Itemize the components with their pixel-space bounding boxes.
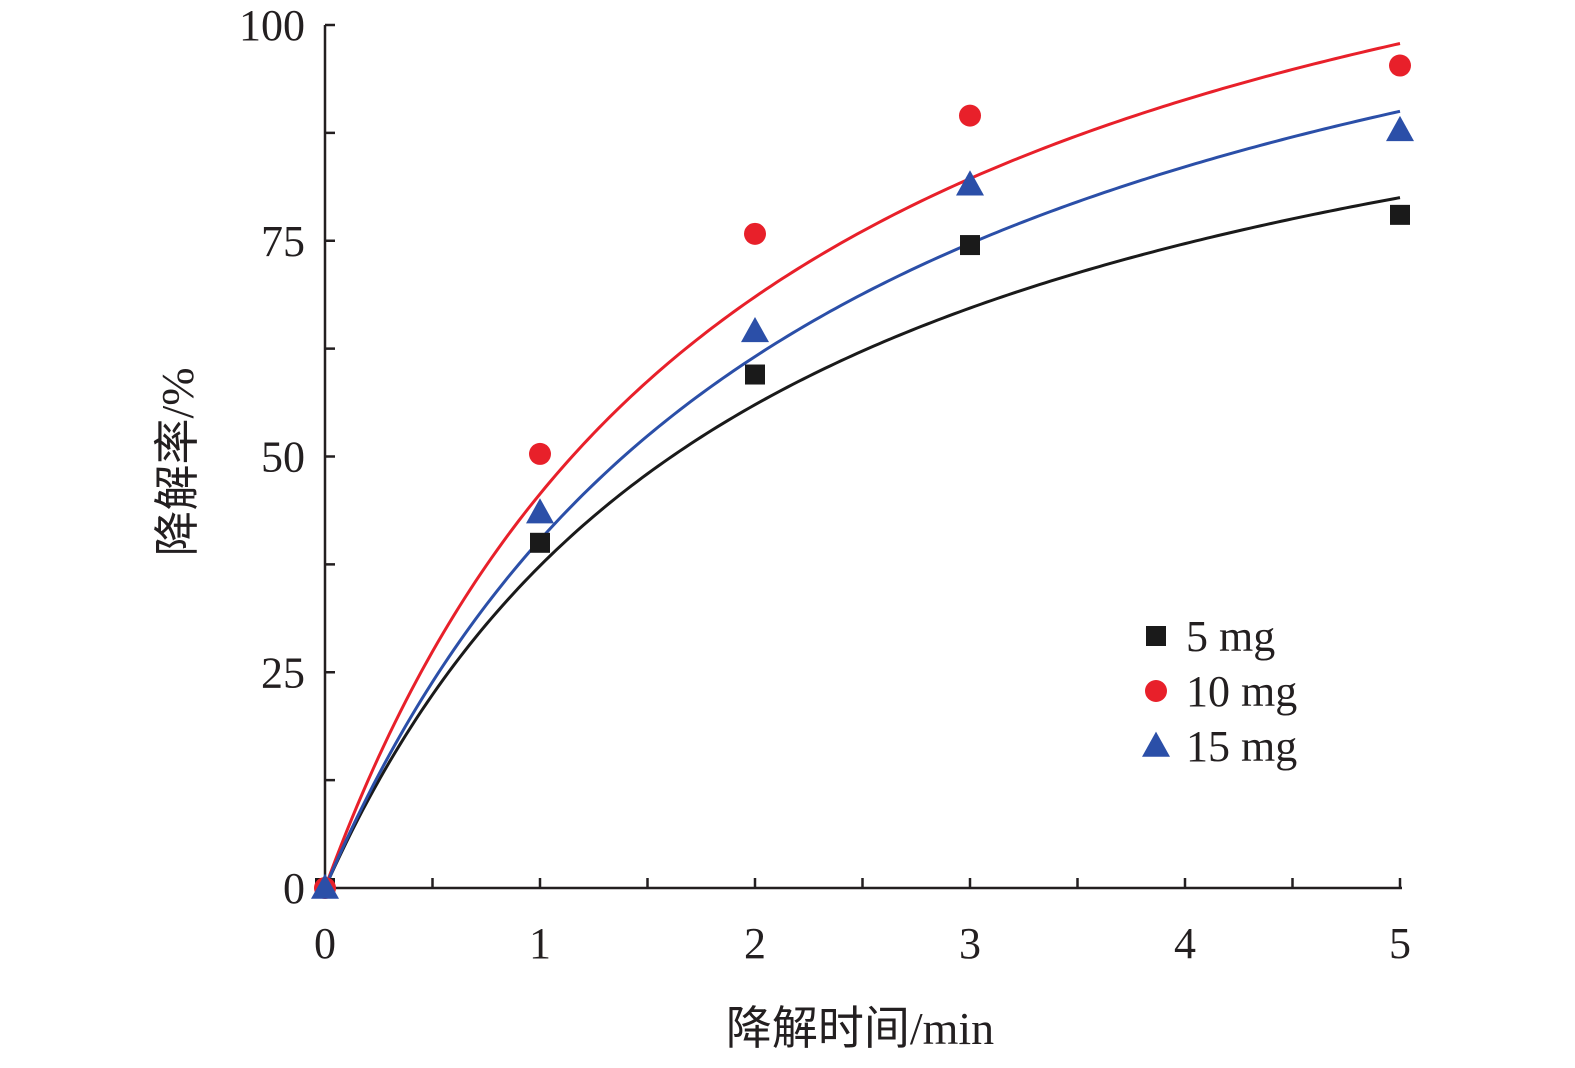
data-point-series-2	[744, 222, 766, 245]
x-tick-label: 2	[744, 919, 766, 968]
legend-label: 10 mg	[1186, 667, 1297, 716]
data-point-series-1	[530, 532, 550, 553]
data-point-series-1	[1390, 204, 1410, 225]
fit-curves	[323, 42, 1401, 889]
y-axis-title: 降解率/%	[152, 367, 203, 556]
data-point-series-3	[526, 498, 554, 524]
x-axis-title: 降解时间/min	[726, 1003, 994, 1054]
y-tick-label: 0	[283, 864, 305, 913]
y-tick-label: 25	[261, 648, 305, 697]
legend: 5 mg 10 mg 15 mg	[1142, 612, 1297, 771]
x-tick-label: 4	[1174, 919, 1196, 968]
legend-label: 5 mg	[1186, 612, 1275, 661]
legend-marker-series-1	[1146, 626, 1166, 646]
y-tick-label: 75	[261, 217, 305, 266]
data-point-series-3	[741, 316, 769, 343]
x-tick-label: 5	[1389, 919, 1411, 968]
data-point-series-3	[311, 873, 339, 899]
x-tick-label: 3	[959, 919, 981, 968]
y-tick-label: 50	[261, 433, 305, 482]
data-point-series-3	[1386, 115, 1414, 142]
fit-curve-series-2	[323, 42, 1401, 889]
fit-curve-series-3	[323, 109, 1401, 889]
data-point-series-1	[960, 235, 980, 256]
legend-marker-series-2	[1145, 680, 1167, 702]
data-point-series-2	[959, 104, 981, 127]
legend-label: 15 mg	[1186, 722, 1297, 771]
data-point-series-1	[745, 364, 765, 385]
data-point-series-2	[529, 442, 551, 465]
data-point-series-2	[1389, 54, 1411, 77]
y-tick-label: 100	[239, 1, 305, 50]
legend-marker-series-3	[1142, 731, 1170, 757]
x-tick-label: 0	[314, 919, 336, 968]
data-markers	[311, 54, 1414, 899]
fit-curve-series-1	[323, 196, 1401, 889]
x-tick-label: 1	[529, 919, 551, 968]
data-point-series-3	[956, 170, 984, 196]
